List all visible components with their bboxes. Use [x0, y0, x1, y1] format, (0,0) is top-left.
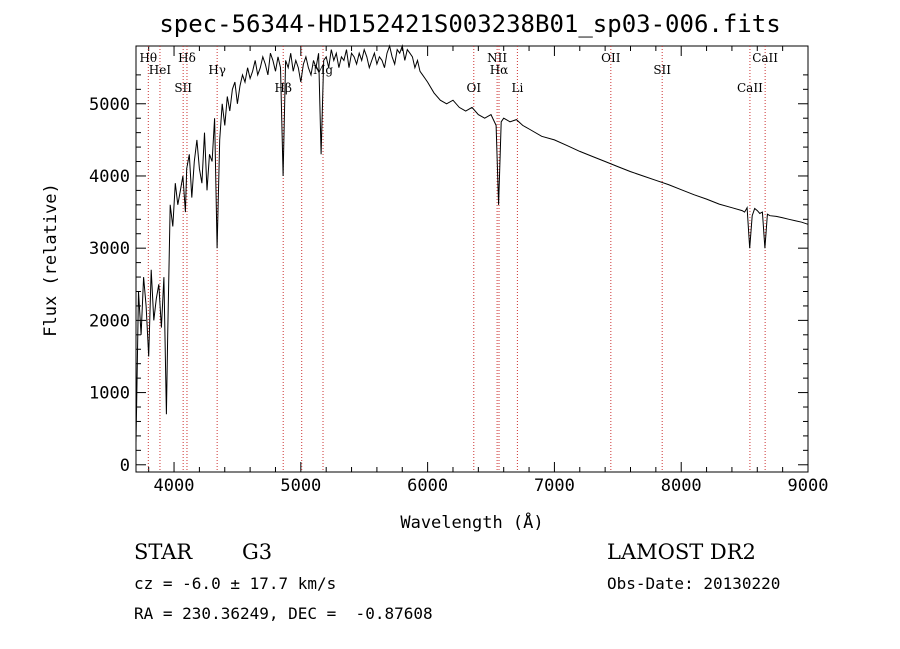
spectral-line-label: CaII	[737, 81, 763, 95]
y-tick-label: 2000	[89, 311, 130, 331]
spectral-line-label: Hα	[490, 63, 509, 77]
object-class: STAR	[134, 540, 193, 564]
x-tick-label: 8000	[661, 476, 702, 496]
coordinates: RA = 230.36249, DEC = -0.87608	[134, 604, 433, 623]
chart-title: spec-56344-HD152421S003238B01_sp03-006.f…	[159, 10, 780, 38]
spectral-line-label: HeI	[149, 63, 172, 77]
obs-date: Obs-Date: 20130220	[607, 574, 781, 593]
y-axis-label: Flux (relative)	[41, 183, 61, 337]
y-tick-label: 3000	[89, 239, 130, 259]
spectral-line-label: OI	[466, 81, 481, 95]
x-tick-label: 4000	[154, 476, 195, 496]
spectral-line-label: CaII	[752, 51, 778, 65]
y-tick-label: 1000	[89, 384, 130, 404]
spectral-line-label: SII	[174, 81, 192, 95]
x-tick-label: 7000	[534, 476, 575, 496]
object-subclass: G3	[242, 540, 273, 564]
x-tick-label: 6000	[407, 476, 448, 496]
spectral-line-label: Hδ	[178, 51, 196, 65]
spectral-line-label: NII	[487, 51, 507, 65]
x-tick-label: 9000	[788, 476, 829, 496]
spectral-line-label: Hθ	[139, 51, 157, 65]
spectral-line-label: OII	[601, 51, 621, 65]
survey-label: LAMOST DR2	[607, 540, 756, 564]
plot-frame	[135, 45, 809, 473]
y-tick-label: 5000	[89, 95, 130, 115]
spectral-line-label: Hγ	[208, 63, 226, 77]
spectrum-line	[135, 44, 809, 444]
spectral-line-label: Li	[511, 81, 523, 95]
x-tick-label: 5000	[280, 476, 321, 496]
spectral-line-label: SII	[653, 63, 671, 77]
redshift-info: cz = -6.0 ± 17.7 km/s	[134, 574, 337, 593]
spectral-line-label: Hβ	[275, 81, 292, 95]
plot-area: 4000 5000 6000 7000 8000 9000 0 1000 2000 3000 400…	[89, 44, 829, 496]
y-tick-label: 4000	[89, 167, 130, 187]
x-axis-label: Wavelength (Å)	[400, 511, 543, 533]
y-tick-label: 0	[120, 456, 130, 476]
